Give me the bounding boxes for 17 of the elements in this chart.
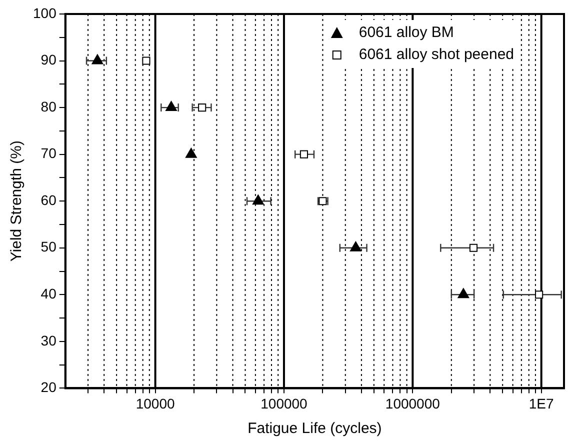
x-tick-label: 1000000 [385, 395, 440, 412]
y-tick-label: 50 [40, 238, 57, 255]
y-tick-label: 70 [40, 145, 57, 162]
legend-label: 6061 alloy shot peened [358, 46, 514, 64]
legend-label: 6061 alloy BM [358, 24, 454, 42]
y-tick-label: 30 [40, 332, 57, 348]
y-axis-title: Yield Strength (%) [8, 140, 26, 262]
y-tick-label: 80 [40, 98, 57, 114]
y-tick-label: 20 [40, 379, 57, 396]
y-tick-label: 100 [33, 4, 57, 21]
x-tick-label: 1E7 [528, 395, 554, 412]
y-tick-label: 60 [40, 192, 57, 208]
y-tick-label: 40 [40, 286, 57, 302]
x-axis-title: Fatigue Life (cycles) [248, 420, 382, 438]
x-tick-label: 10000 [136, 395, 175, 412]
y-tick-label: 90 [40, 52, 57, 68]
x-tick-label: 100000 [260, 395, 308, 412]
